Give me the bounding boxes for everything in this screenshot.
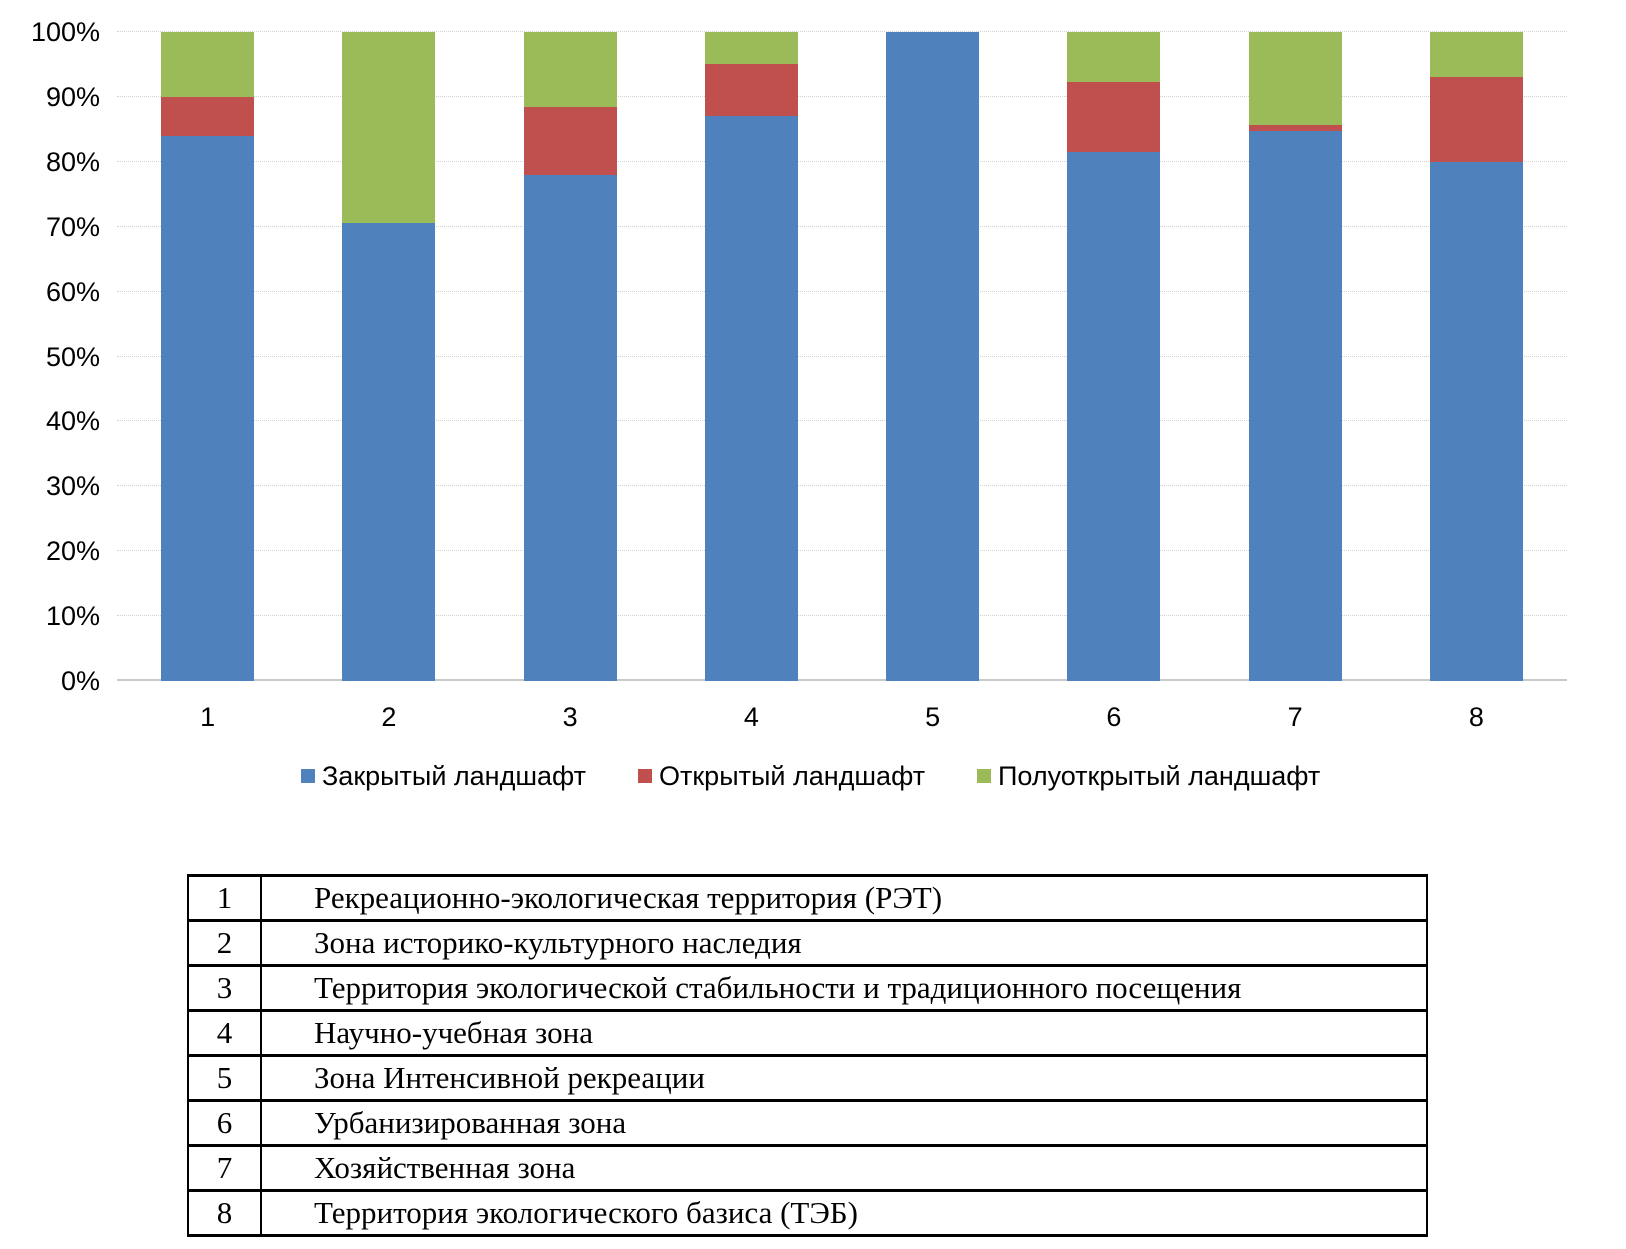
bar-7-segment — [1248, 32, 1342, 126]
bar-8-segment — [1429, 161, 1523, 681]
table-row: 3 Территория экологической стабильности и… — [187, 964, 1428, 1012]
gridline — [117, 290, 1567, 292]
bar-8-segment — [1429, 77, 1523, 162]
table-row: 4 Научно-учебная зона — [187, 1009, 1428, 1057]
legend-swatch-icon — [638, 769, 652, 783]
bar-4-segment — [704, 116, 798, 681]
x-tick-label: 8 — [1468, 702, 1484, 732]
legend-label: Открытый ландшафт — [659, 760, 926, 791]
y-tick-label: 0% — [60, 666, 100, 696]
x-tick-label: 7 — [1287, 702, 1303, 732]
bar-6-segment — [1067, 152, 1161, 681]
gridline — [117, 95, 1567, 97]
table-row: 5 Зона Интенсивной рекреации — [187, 1054, 1428, 1102]
bar-1-segment — [161, 96, 255, 136]
x-tick-label: 2 — [381, 702, 397, 732]
zone-name: Зона историко-культурного наследия — [260, 919, 1428, 967]
legend-swatch-icon — [977, 769, 991, 783]
zone-number: 1 — [187, 874, 262, 922]
bar-5 — [886, 32, 980, 681]
bar-4 — [704, 32, 798, 681]
gridline — [117, 550, 1567, 552]
table-row: 7 Хозяйственная зона — [187, 1144, 1428, 1192]
bar-5-segment — [886, 32, 980, 681]
bar-3-segment — [523, 174, 617, 681]
table-row: 8 Территория экологического базиса (ТЭБ) — [187, 1189, 1428, 1237]
bar-4-segment — [704, 64, 798, 117]
zone-name: Территория экологической стабильности и … — [260, 964, 1428, 1012]
bar-8-segment — [1429, 32, 1523, 78]
y-tick-label: 90% — [45, 81, 100, 112]
y-tick-label: 60% — [45, 276, 100, 307]
gridline — [117, 31, 1567, 32]
zone-table: 1 Рекреационно-экологическая территория (… — [187, 874, 1428, 1237]
bar-7-segment — [1248, 125, 1342, 131]
zone-name: Территория экологического базиса (ТЭБ) — [260, 1189, 1428, 1237]
x-tick-label: 1 — [200, 702, 216, 732]
bar-2-segment — [342, 32, 436, 224]
bar-6-segment — [1067, 82, 1161, 153]
zone-number: 4 — [187, 1009, 262, 1057]
gridline — [117, 485, 1567, 487]
y-tick-label: 80% — [45, 146, 100, 177]
bar-8 — [1429, 32, 1523, 681]
bar-4-segment — [704, 32, 798, 65]
bar-2-segment — [342, 223, 436, 681]
y-tick-label: 30% — [45, 471, 100, 502]
table-row: 1 Рекреационно-экологическая территория (… — [187, 874, 1428, 922]
bar-3-segment — [523, 106, 617, 175]
y-tick-label: 10% — [45, 601, 100, 632]
legend-item: Открытый ландшафт — [638, 760, 925, 792]
plot-area — [117, 31, 1567, 681]
y-tick-label: 20% — [45, 536, 100, 567]
bar-6 — [1067, 32, 1161, 681]
bar-2 — [342, 32, 436, 681]
gridline — [117, 420, 1567, 422]
bar-3 — [523, 32, 617, 681]
zone-name: Зона Интенсивной рекреации — [260, 1054, 1428, 1102]
y-tick-label: 100% — [30, 17, 100, 47]
zone-name: Хозяйственная зона — [260, 1144, 1428, 1192]
x-tick-label: 3 — [562, 702, 578, 732]
zone-name: Рекреационно-экологическая территория (Р… — [260, 874, 1428, 922]
bar-1-segment — [161, 135, 255, 681]
gridline — [117, 225, 1567, 227]
legend-item: Полуоткрытый ландшафт — [977, 760, 1320, 792]
zone-number: 7 — [187, 1144, 262, 1192]
zone-name: Научно-учебная зона — [260, 1009, 1428, 1057]
legend-swatch-icon — [301, 769, 315, 783]
gridline — [117, 160, 1567, 162]
legend-item: Закрытый ландшафт — [301, 760, 586, 792]
stacked-bar-chart: 0% 10% 20% 30% 40% 50% 60% 70% 80% 90% 100% 1 2 3 4 5 6… — [0, 17, 1626, 792]
bar-6-segment — [1067, 32, 1161, 82]
zone-number: 6 — [187, 1099, 262, 1147]
x-tick-label: 4 — [743, 702, 759, 732]
zone-number: 5 — [187, 1054, 262, 1102]
zone-number: 3 — [187, 964, 262, 1012]
y-tick-label: 70% — [45, 211, 100, 242]
table-row: 6 Урбанизированная зона — [187, 1099, 1428, 1147]
bar-3-segment — [523, 32, 617, 107]
x-axis-line — [117, 679, 1567, 681]
table-row: 2 Зона историко-культурного наследия — [187, 919, 1428, 967]
bar-1-segment — [161, 32, 255, 97]
gridline — [117, 355, 1567, 357]
gridline — [117, 615, 1567, 617]
zone-number: 8 — [187, 1189, 262, 1237]
x-tick-label: 6 — [1106, 702, 1122, 732]
x-tick-label: 5 — [925, 702, 941, 732]
zone-number: 2 — [187, 919, 262, 967]
y-tick-label: 40% — [45, 406, 100, 437]
zone-name: Урбанизированная зона — [260, 1099, 1428, 1147]
y-tick-label: 50% — [45, 341, 100, 372]
legend-label: Закрытый ландшафт — [322, 760, 587, 791]
bar-1 — [161, 32, 255, 681]
legend-label: Полуоткрытый ландшафт — [998, 760, 1321, 791]
bar-7 — [1248, 32, 1342, 681]
chart-legend: Закрытый ландшафт Открытый ландшафт Полуот… — [0, 760, 1626, 792]
bar-7-segment — [1248, 130, 1342, 681]
